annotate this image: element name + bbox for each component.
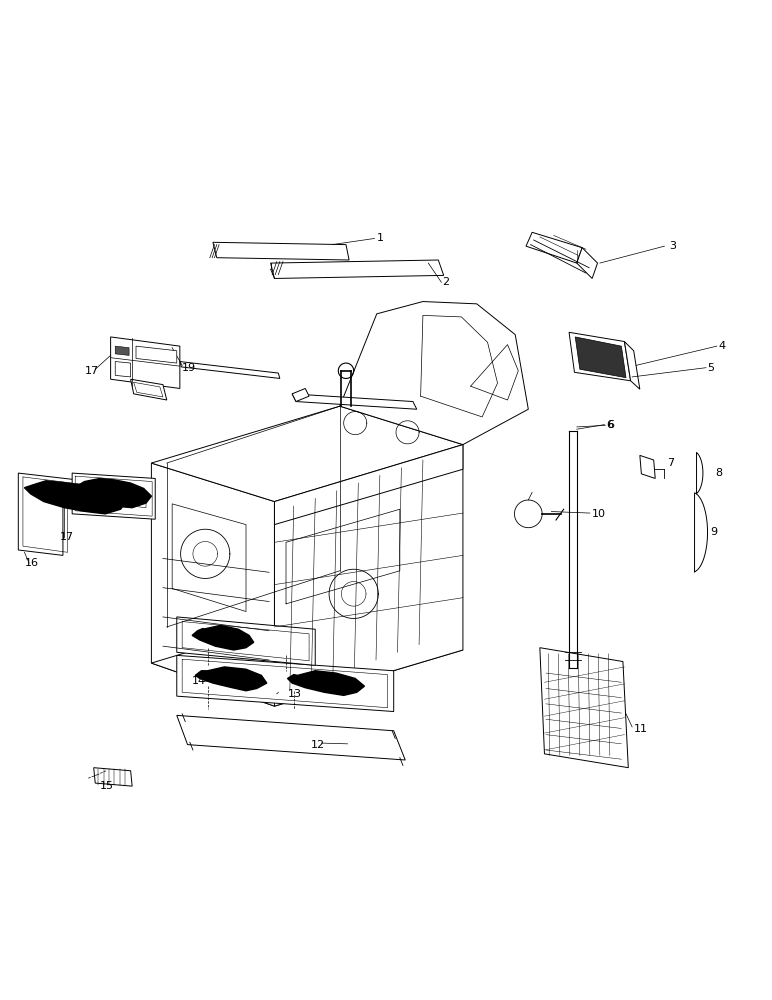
Polygon shape (177, 617, 315, 665)
Text: 12: 12 (310, 740, 325, 750)
Polygon shape (115, 346, 129, 355)
Text: 6: 6 (607, 420, 614, 430)
Polygon shape (526, 232, 582, 263)
Text: 17: 17 (60, 532, 74, 542)
Polygon shape (275, 445, 463, 525)
Polygon shape (136, 346, 177, 363)
Polygon shape (115, 362, 130, 377)
Polygon shape (151, 406, 463, 502)
Polygon shape (575, 337, 626, 378)
Text: 16: 16 (25, 558, 39, 568)
Text: 7: 7 (667, 458, 674, 468)
Polygon shape (72, 473, 155, 519)
Text: 10: 10 (591, 509, 605, 519)
Text: 13: 13 (287, 689, 302, 699)
Polygon shape (292, 394, 417, 409)
Polygon shape (151, 463, 275, 706)
Polygon shape (695, 493, 707, 572)
Polygon shape (93, 768, 132, 786)
Polygon shape (287, 671, 364, 695)
Text: 6: 6 (606, 420, 613, 430)
Polygon shape (177, 715, 405, 760)
Polygon shape (569, 332, 631, 381)
Polygon shape (213, 242, 349, 260)
Polygon shape (340, 302, 528, 445)
Text: 18: 18 (62, 487, 76, 497)
Text: 8: 8 (715, 468, 723, 478)
Polygon shape (540, 648, 628, 768)
Polygon shape (696, 453, 703, 494)
Text: 19: 19 (182, 363, 196, 373)
Polygon shape (625, 342, 640, 389)
Polygon shape (76, 478, 151, 508)
Text: 17: 17 (84, 366, 99, 376)
Text: 14: 14 (192, 676, 206, 686)
Polygon shape (130, 379, 167, 400)
Polygon shape (577, 248, 598, 278)
Polygon shape (180, 362, 279, 378)
Polygon shape (151, 606, 463, 706)
Polygon shape (292, 388, 309, 402)
Text: 15: 15 (100, 781, 113, 791)
Polygon shape (110, 337, 180, 388)
Polygon shape (271, 260, 444, 278)
Polygon shape (275, 445, 463, 706)
Polygon shape (177, 655, 394, 712)
Polygon shape (25, 481, 126, 514)
Polygon shape (640, 455, 655, 478)
Text: 2: 2 (442, 277, 449, 287)
Text: 3: 3 (669, 241, 676, 251)
Polygon shape (195, 667, 267, 691)
Text: 11: 11 (634, 724, 648, 734)
Polygon shape (19, 473, 151, 555)
Text: 4: 4 (718, 341, 726, 351)
Text: 9: 9 (710, 527, 718, 537)
Text: 1: 1 (377, 233, 384, 243)
Text: 5: 5 (707, 363, 715, 373)
Polygon shape (192, 625, 254, 650)
